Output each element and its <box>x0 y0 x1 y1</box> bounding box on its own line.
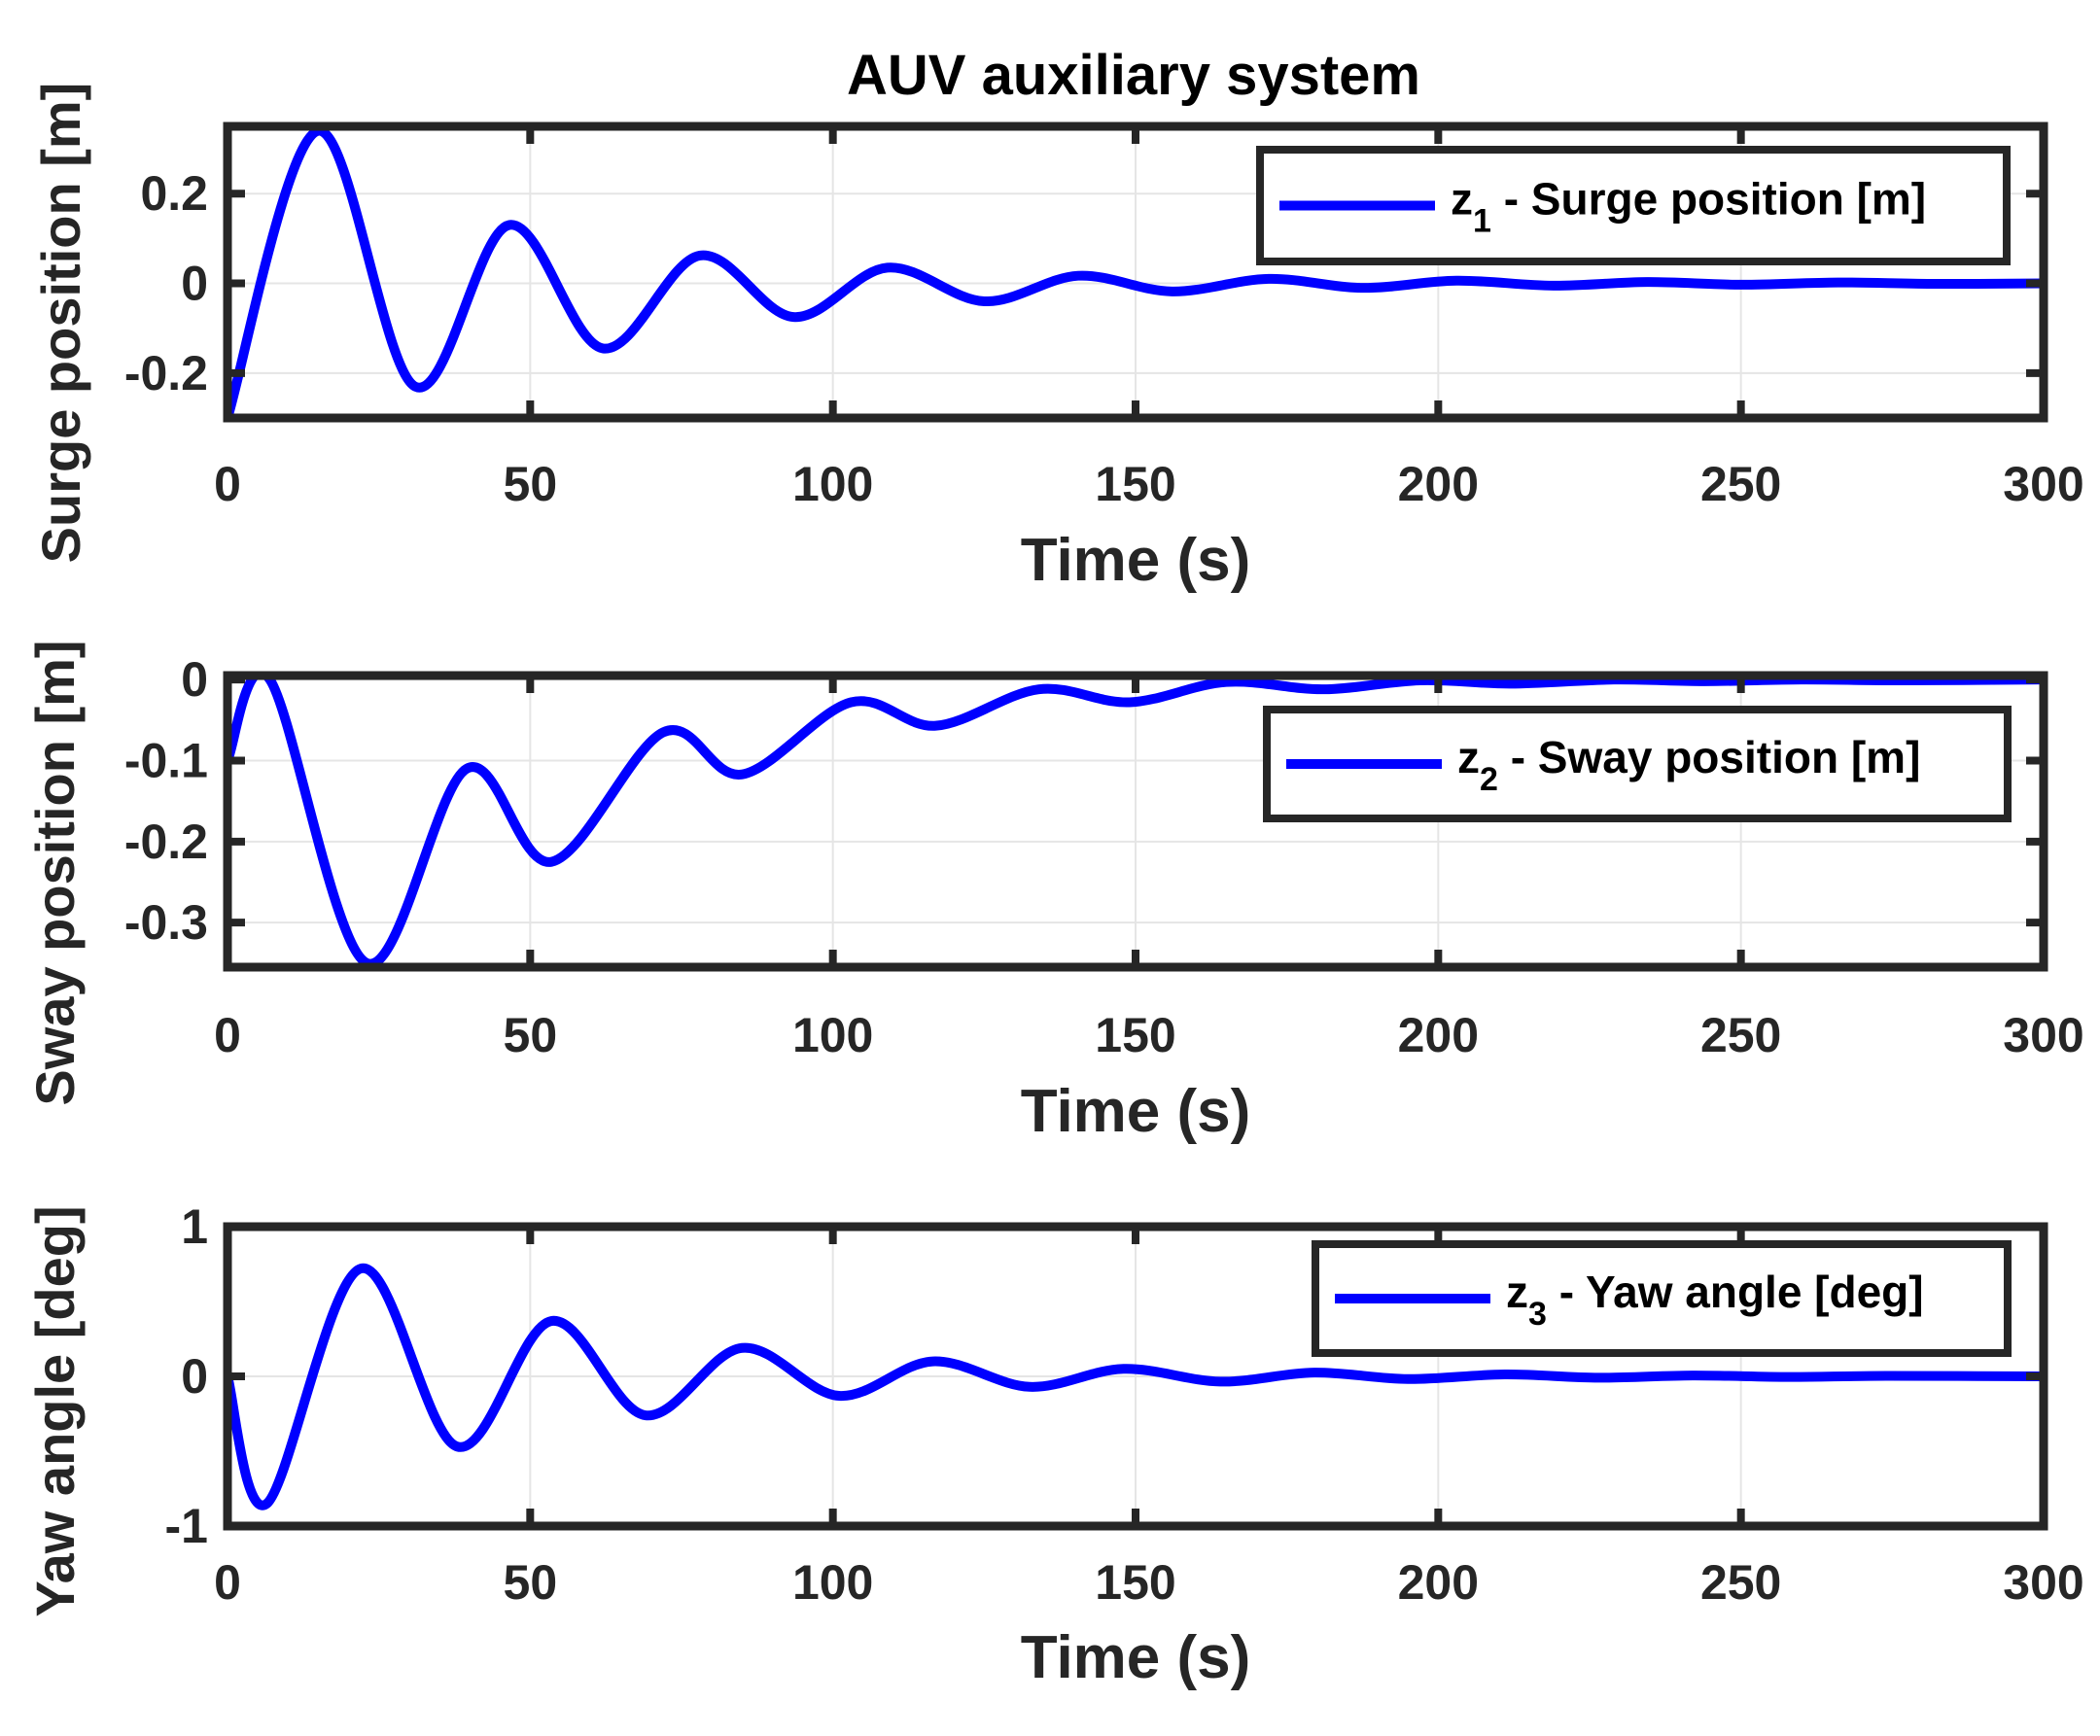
x-tick-label: 50 <box>504 457 558 511</box>
axes-box <box>223 1222 2048 1531</box>
subplot-1: 0 50 100 150 200 250 300 -0.2 0 0.2 Time (s) Surge … <box>30 83 2084 594</box>
x-tick-label: 50 <box>504 1008 558 1062</box>
legend-label: z3 - Yaw angle [deg] <box>1506 1267 1924 1333</box>
x-tick-label: 0 <box>214 1008 241 1062</box>
legend: z1 - Surge position [m] <box>1256 146 2011 265</box>
series-line-2 <box>228 676 2044 967</box>
x-tick-label: 300 <box>2003 1555 2083 1610</box>
x-tick-label: 0 <box>214 457 241 511</box>
x-tick-label: 250 <box>1700 1008 1781 1062</box>
x-tick-label: 200 <box>1398 1555 1479 1610</box>
y-tick-label: -0.1 <box>124 734 208 788</box>
x-tick-label: 100 <box>792 1555 873 1610</box>
y-tick-label: 0 <box>181 652 208 707</box>
y-tick-label: 0.2 <box>140 166 208 221</box>
x-tick-label: 300 <box>2003 457 2083 511</box>
x-tick-label: 150 <box>1095 1555 1175 1610</box>
x-tick-label: 200 <box>1398 457 1479 511</box>
x-tick-label: 250 <box>1700 1555 1781 1610</box>
x-tick-label: 0 <box>214 1555 241 1610</box>
x-tick-label: 250 <box>1700 457 1781 511</box>
y-tick-label: 0 <box>181 257 208 311</box>
y-axis-label: Surge position [m] <box>30 83 91 564</box>
x-tick-label: 300 <box>2003 1008 2083 1062</box>
legend: z3 - Yaw angle [deg] <box>1312 1240 2012 1357</box>
y-axis-label: Sway position [m] <box>24 640 86 1105</box>
y-tick-label: 0 <box>181 1349 208 1404</box>
y-tick-label: -0.2 <box>124 815 208 869</box>
y-axis-label: Yaw angle [deg] <box>24 1205 86 1616</box>
series-line-3 <box>228 1264 2044 1510</box>
x-axis-label: Time (s) <box>1021 1078 1251 1145</box>
x-tick-label: 100 <box>792 1008 873 1062</box>
subplot-2: 0 50 100 150 200 250 300 -0.3 -0.2 -0.1 0 Time (s) S… <box>24 640 2084 1145</box>
x-tick-label: 200 <box>1398 1008 1479 1062</box>
axes-box <box>223 122 2048 423</box>
y-tick-label: 1 <box>181 1199 208 1254</box>
x-tick-label: 150 <box>1095 1008 1175 1062</box>
x-axis-label: Time (s) <box>1021 1624 1251 1691</box>
legend: z2 - Sway position [m] <box>1263 706 2012 822</box>
legend-label: z2 - Sway position [m] <box>1457 732 1920 798</box>
series-line-1 <box>228 126 2044 418</box>
x-tick-label: 100 <box>792 457 873 511</box>
y-tick-label: -0.3 <box>124 895 208 950</box>
x-tick-label: 50 <box>504 1555 558 1610</box>
y-tick-label: -1 <box>165 1499 208 1553</box>
x-axis-label: Time (s) <box>1021 527 1251 594</box>
axes-box <box>223 671 2048 972</box>
y-tick-label: -0.2 <box>124 346 208 400</box>
figure-title: AUV auxiliary system <box>847 44 1420 107</box>
x-tick-label: 150 <box>1095 457 1175 511</box>
legend-label: z1 - Surge position [m] <box>1451 174 1926 240</box>
